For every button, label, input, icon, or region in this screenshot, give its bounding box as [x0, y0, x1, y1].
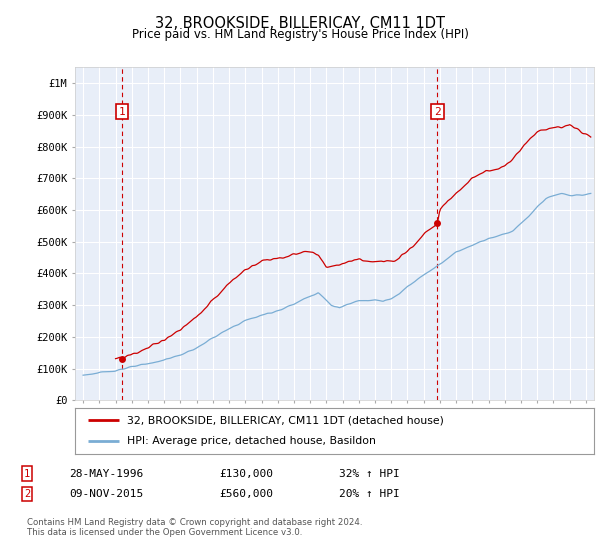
Text: 1: 1 [119, 106, 125, 116]
Text: Contains HM Land Registry data © Crown copyright and database right 2024.
This d: Contains HM Land Registry data © Crown c… [27, 518, 362, 537]
Text: £560,000: £560,000 [219, 489, 273, 499]
Text: 09-NOV-2015: 09-NOV-2015 [69, 489, 143, 499]
Text: 20% ↑ HPI: 20% ↑ HPI [339, 489, 400, 499]
Text: 2: 2 [434, 106, 441, 116]
Text: 1: 1 [24, 469, 30, 479]
Text: 32, BROOKSIDE, BILLERICAY, CM11 1DT (detached house): 32, BROOKSIDE, BILLERICAY, CM11 1DT (det… [127, 415, 444, 425]
Text: 32, BROOKSIDE, BILLERICAY, CM11 1DT: 32, BROOKSIDE, BILLERICAY, CM11 1DT [155, 16, 445, 31]
Text: 32% ↑ HPI: 32% ↑ HPI [339, 469, 400, 479]
Text: HPI: Average price, detached house, Basildon: HPI: Average price, detached house, Basi… [127, 436, 376, 446]
Text: 28-MAY-1996: 28-MAY-1996 [69, 469, 143, 479]
Text: 2: 2 [24, 489, 30, 499]
Text: Price paid vs. HM Land Registry's House Price Index (HPI): Price paid vs. HM Land Registry's House … [131, 28, 469, 41]
Text: £130,000: £130,000 [219, 469, 273, 479]
